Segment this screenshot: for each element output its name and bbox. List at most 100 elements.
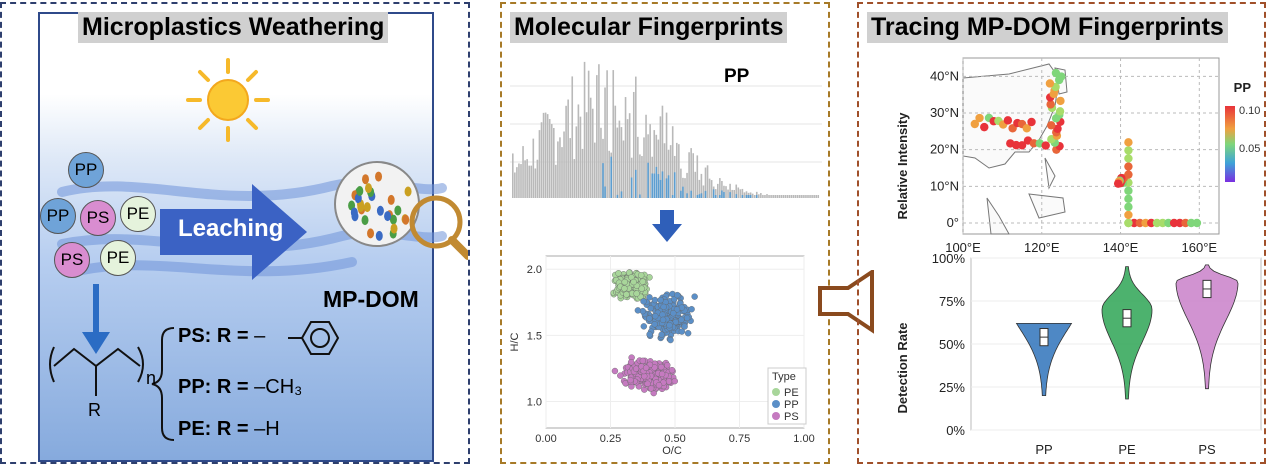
spectrum-peak [606,70,608,198]
spectrum-peak [583,61,586,198]
spectrum-peak [661,105,664,198]
scatter-point-ps [611,367,619,375]
spectrum-peak [659,116,662,198]
scatter-point-ps [655,381,663,389]
spectrum-peak [626,119,629,198]
legend-marker-pe [772,388,780,396]
spectrum-peak [667,149,670,198]
spectrum-peak [694,171,697,198]
molecular-fingerprints-panel: Molecular Fingerprints PP 0.00 0.25 0.50 0.… [500,2,830,464]
scatter-point-pp [651,321,658,328]
spectrum-peak-blue [639,194,641,198]
spectrum-peak [815,195,817,198]
sampling-point [1047,121,1056,130]
scatter-point-pe [615,270,622,277]
magnifier-icon [334,161,468,260]
spectrum-peak [540,122,543,198]
spectrum-peak-blue [604,186,606,198]
sampling-point [1055,107,1065,116]
spectrum-peak [676,142,678,198]
spectrum-peak [622,140,625,198]
sampling-point [970,119,980,129]
dom-molecule-dot [375,230,383,241]
spectrum-peak [731,189,733,198]
dom-molecule-dot [390,223,398,234]
spectrum-peak [577,104,580,198]
spectrum-peak [721,180,723,198]
spectrum-peak [680,168,682,198]
spectrum-peak-blue [655,166,658,198]
sampling-point [1053,124,1062,133]
scatter-point-pp [651,296,659,304]
spectrum-peak [585,112,588,198]
legend-marker-pp [772,400,780,408]
spectrum-peak [575,126,578,198]
particle-pp: PP [68,152,104,188]
sampling-point [1124,154,1133,163]
lon-tick-label: 160°E [1182,240,1218,255]
scatter-point-pp [683,314,691,322]
spectrum-peak [657,139,660,198]
spectrum-peak [790,195,793,198]
spectrum-peak [548,119,551,198]
spectrum-peak-blue [696,195,699,198]
scatter-point-ps [665,378,673,385]
scatter-point-ps [617,372,624,379]
spectrum-peak [620,127,623,198]
spectrum-peak [604,87,606,198]
spectrum-peak [550,124,553,198]
scatter-point-pp [658,331,665,338]
panel3-title: Tracing MP-DOM Fingerprints [867,12,1228,43]
y-axis-label: H/C [509,332,521,351]
scatter-point-ps [639,357,647,365]
x-tick-label: 0.50 [664,433,685,445]
spectrum-peak-blue [704,190,707,198]
sampling-point [975,113,984,123]
violin-ps [1175,264,1239,390]
spectrum-peak-blue [673,172,676,198]
dom-molecule-dot [362,174,370,185]
scatter-point-pp [647,305,654,312]
spectrum-peak [755,191,758,198]
spectrum-peak-blue [714,195,717,198]
spectrum-peak [778,195,781,198]
sampling-point [1045,79,1055,88]
spectrum-peak [514,172,516,198]
spectrum-peak [649,124,651,198]
violin-y-label: Detection Rate [895,322,910,413]
spectrum-peak [708,178,711,198]
scatter-point-ps [658,370,666,378]
spectrum-peak [782,195,785,198]
spectrum-peak [532,138,535,198]
violin-y-tick-label: 75% [939,294,965,309]
scatter-point-pp [678,316,685,323]
spectrum-peak [594,142,596,198]
violin-category-label: PS [1198,442,1216,457]
leaching-arrow [160,184,307,280]
spectrum-peak [663,143,666,198]
dom-molecule-dot [389,214,397,225]
spectrum-peak [745,191,748,198]
spectrum-peak [555,164,557,198]
weathering-illustration [49,58,468,441]
spectrum-peak-blue [698,194,701,198]
spectrum-peak-blue [620,191,623,198]
scatter-point-pp [674,291,681,299]
scatter-point-ps [671,377,678,385]
violin-category-label: PE [1118,442,1136,457]
spectrum-peak [770,195,772,198]
spectrum-peak [563,131,565,198]
polymer-r-group: R [88,400,101,420]
sampling-point [1011,140,1021,150]
sampling-point [1017,141,1027,150]
dom-molecule-dot [402,214,410,225]
spectrum-peak-blue [749,195,752,198]
spectrum-peak [665,112,668,198]
sampling-point [1022,124,1032,133]
spectrum-peak-blue [729,192,731,198]
spectrum-peak [571,76,574,198]
violin-y-tick-label: 25% [939,380,965,395]
scatter-point-ps [627,376,634,384]
spectrum-peak [784,195,787,198]
spectrum-peak-blue [659,179,662,198]
